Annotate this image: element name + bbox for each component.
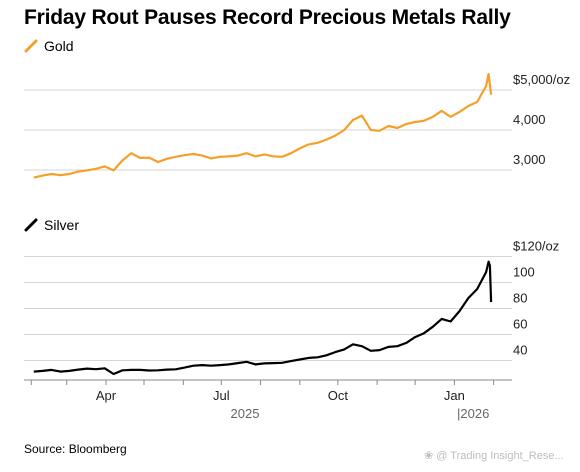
silver-y-tick-label: 80 (513, 291, 527, 306)
x-tick-label: Apr (96, 388, 117, 403)
x-year-label: 2025 (231, 406, 260, 421)
silver-y-tick-label: 100 (513, 265, 535, 280)
x-tick-label: Jan (444, 388, 465, 403)
gold-line-swatch-icon (24, 39, 38, 53)
gold-y-tick-label: 3,000 (513, 152, 546, 167)
gold-y-tick-label: 4,000 (513, 112, 546, 127)
silver-line-swatch-icon (24, 218, 38, 232)
legend-silver: Silver (24, 217, 79, 233)
silver-series-line (33, 260, 493, 376)
x-tick-label: Jul (213, 388, 230, 403)
silver-y-tick-label: 40 (513, 343, 527, 358)
x-year-label: |2026 (457, 406, 489, 421)
x-tick-label: Oct (328, 388, 349, 403)
gold-series-line (33, 72, 493, 179)
chart-title: Friday Rout Pauses Record Precious Metal… (24, 6, 511, 29)
source-note: Source: Bloomberg (24, 442, 127, 456)
legend-gold-label: Gold (44, 38, 74, 54)
legend-gold: Gold (24, 38, 74, 54)
watermark: ❀ @ Trading Insight_Rese... (424, 450, 564, 462)
gold-y-tick-label: $5,000/oz (513, 72, 570, 87)
silver-y-tick-label: $120/oz (513, 239, 559, 254)
silver-y-tick-label: 60 (513, 317, 527, 332)
legend-silver-label: Silver (44, 217, 80, 233)
